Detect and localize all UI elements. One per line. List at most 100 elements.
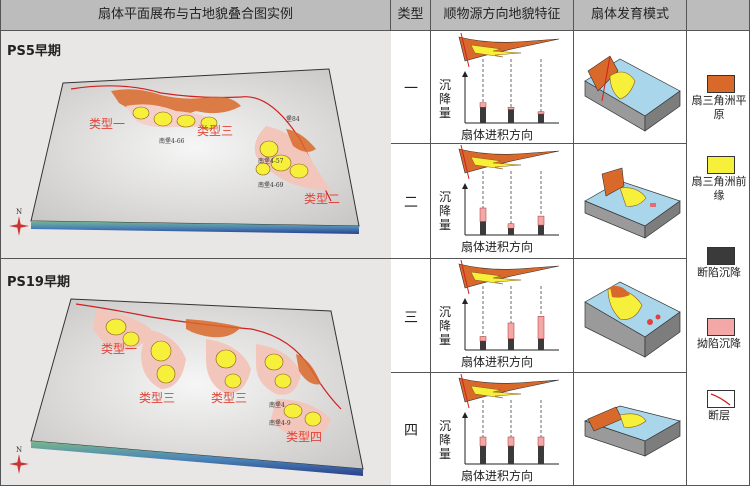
svg-text:N: N [16, 208, 22, 216]
y-axis-label: 量 [439, 106, 451, 120]
legend-label: 拗陷沉降 [697, 337, 741, 350]
profile-shape [458, 377, 560, 403]
x-axis-label: 扇体进积方向 [461, 354, 533, 369]
type-number: 四 [404, 423, 418, 439]
legend-label: 扇三角洲前缘 [691, 175, 747, 202]
fault-subsidence-bar [538, 225, 544, 235]
mode-sketches [584, 55, 681, 457]
svg-text:N: N [16, 446, 22, 454]
type-label: 类型三 [139, 391, 175, 405]
legend-swatch-fault-subsidence [707, 247, 735, 265]
type-label: 类型三 [197, 124, 233, 138]
front-shape [470, 271, 522, 285]
y-axis-label: 沉 [439, 78, 451, 92]
y-axis-arrow [462, 183, 468, 189]
row-divider [391, 143, 686, 144]
x-axis-label: 扇体进积方向 [461, 127, 533, 142]
profile-shape [458, 36, 560, 62]
fault-subsidence-bar [538, 114, 544, 123]
front-shape [470, 385, 522, 399]
fault-subsidence-bar [538, 338, 544, 350]
well-label: 南堡4-69 [258, 181, 284, 189]
depression-subsidence-bar [479, 207, 487, 222]
fault-subsidence-bar [480, 341, 486, 350]
y-axis-label: 沉 [439, 305, 451, 319]
depression-subsidence-bar [507, 107, 515, 110]
fault-line [460, 373, 470, 409]
depression-subsidence-bar [507, 436, 515, 447]
legend-swatch-depression-subsidence [707, 318, 735, 336]
legend-label: 扇三角洲平原 [691, 94, 747, 121]
type-label: 类型一 [101, 342, 137, 356]
type-number: 一 [404, 81, 418, 97]
y-axis-label: 降 [439, 433, 451, 447]
y-axis-arrow [462, 298, 468, 304]
well-label: 堡84 [286, 115, 300, 123]
front-shape [470, 44, 522, 58]
row-divider [391, 258, 686, 259]
well-label: 南堡4-9 [269, 419, 291, 427]
fault-line-icon [710, 393, 731, 406]
header-map: 扇体平面展布与古地貌叠合图实例 [1, 0, 390, 31]
map-panel-ps19: 类型一 类型三 类型三 类型四 南堡4 南堡4-9 N PS19早期 [1, 259, 391, 485]
fault-subsidence-bar [480, 107, 486, 123]
header-feature: 顺物源方向地貌特征 [431, 0, 573, 31]
depression-subsidence-bar [537, 215, 545, 226]
fault-line [460, 32, 470, 68]
depression-subsidence-bar [507, 322, 515, 339]
fault-subsidence-bar [508, 109, 514, 123]
depression-subsidence-bar [537, 436, 545, 447]
y-axis-label: 量 [439, 447, 451, 461]
mode-sketch-4 [584, 405, 681, 457]
x-axis-label: 扇体进积方向 [461, 468, 533, 483]
depression-subsidence-bar [479, 436, 487, 447]
col-divider [430, 0, 431, 486]
col-divider [686, 0, 687, 486]
header-type: 类型 [391, 0, 430, 31]
y-axis-arrow [462, 71, 468, 77]
depression-subsidence-bar [537, 111, 545, 115]
legend-swatch-fault [707, 390, 735, 408]
y-axis-label: 沉 [439, 190, 451, 204]
compass-icon: N [9, 208, 29, 236]
legend-swatch-front [707, 156, 735, 174]
profile-shape [458, 263, 560, 289]
mode-sketch-1 [584, 55, 681, 132]
fault-subsidence-bar [480, 221, 486, 235]
header-legend [687, 0, 749, 31]
type-number: 三 [404, 310, 418, 326]
well-label: 南堡4-66 [159, 137, 185, 145]
y-axis-arrow [462, 412, 468, 418]
row-divider [391, 372, 686, 373]
y-axis-label: 沉 [439, 419, 451, 433]
front-shape [470, 156, 522, 170]
well-label: 南堡4-57 [258, 157, 284, 165]
fault-subsidence-bar [508, 446, 514, 464]
compass-icon: N [9, 446, 29, 474]
legend-label: 断陷沉降 [697, 266, 741, 279]
y-axis-label: 降 [439, 204, 451, 218]
well-label: 南堡4 [269, 401, 285, 409]
map-panel-ps5: 类型一 类型三 类型二 南堡4-66 南堡4-57 南堡4-69 堡84 N P… [1, 31, 391, 258]
fault-subsidence-bar [538, 446, 544, 464]
type-label: 类型二 [304, 192, 340, 206]
fault-line [460, 144, 470, 180]
profile-shape [458, 148, 560, 174]
depression-subsidence-bar [537, 316, 545, 339]
mode-sketch-3 [584, 281, 681, 358]
type-number: 二 [404, 195, 418, 211]
col-divider [573, 0, 574, 486]
terrain-map-ps5: 类型一 类型三 类型二 南堡4-66 南堡4-57 南堡4-69 堡84 N [9, 68, 360, 236]
panel-divider [1, 258, 390, 259]
depression-subsidence-bar [479, 102, 487, 108]
header-mode: 扇体发育模式 [574, 0, 686, 31]
type-label: 类型四 [286, 430, 322, 444]
legend-swatch-plain [707, 75, 735, 93]
terrain-map-ps19: 类型一 类型三 类型三 类型四 南堡4 南堡4-9 N [9, 298, 364, 476]
fault-line [460, 259, 470, 295]
fault-subsidence-bar [480, 446, 486, 464]
